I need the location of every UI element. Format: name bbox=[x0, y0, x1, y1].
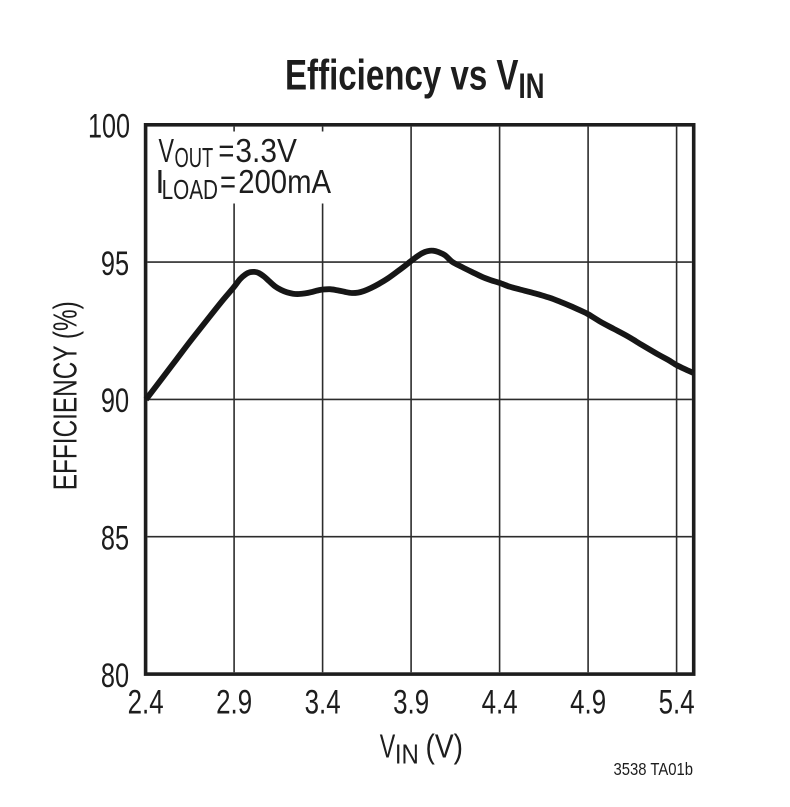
svg-text:4.9: 4.9 bbox=[570, 683, 606, 721]
svg-text:LOAD: LOAD bbox=[162, 174, 218, 205]
svg-text:5.4: 5.4 bbox=[659, 683, 695, 721]
svg-text:=: = bbox=[218, 133, 234, 170]
svg-text:90: 90 bbox=[101, 382, 129, 420]
svg-text:IN: IN bbox=[519, 67, 545, 106]
svg-text:85: 85 bbox=[101, 520, 129, 558]
svg-text:3.4: 3.4 bbox=[305, 683, 341, 721]
svg-text:(V): (V) bbox=[426, 728, 464, 765]
svg-text:EFFICIENCY (%): EFFICIENCY (%) bbox=[47, 301, 84, 490]
svg-text:4.4: 4.4 bbox=[482, 683, 518, 721]
svg-text:2.9: 2.9 bbox=[216, 683, 252, 721]
svg-text:I: I bbox=[155, 164, 164, 201]
svg-text:Efficiency vs V: Efficiency vs V bbox=[285, 52, 519, 99]
svg-text:2.4: 2.4 bbox=[128, 683, 164, 721]
svg-text:V: V bbox=[380, 728, 396, 765]
svg-text:IN: IN bbox=[395, 738, 419, 769]
svg-text:200mA: 200mA bbox=[238, 164, 331, 201]
svg-text:3.3V: 3.3V bbox=[235, 133, 297, 170]
svg-text:OUT: OUT bbox=[175, 142, 214, 173]
svg-text:95: 95 bbox=[101, 245, 129, 283]
svg-text:3538 TA01b: 3538 TA01b bbox=[614, 759, 694, 779]
svg-text:V: V bbox=[159, 133, 175, 170]
svg-text:100: 100 bbox=[88, 108, 130, 146]
svg-text:3.9: 3.9 bbox=[393, 683, 429, 721]
svg-text:80: 80 bbox=[101, 657, 129, 695]
svg-text:=: = bbox=[220, 164, 236, 201]
